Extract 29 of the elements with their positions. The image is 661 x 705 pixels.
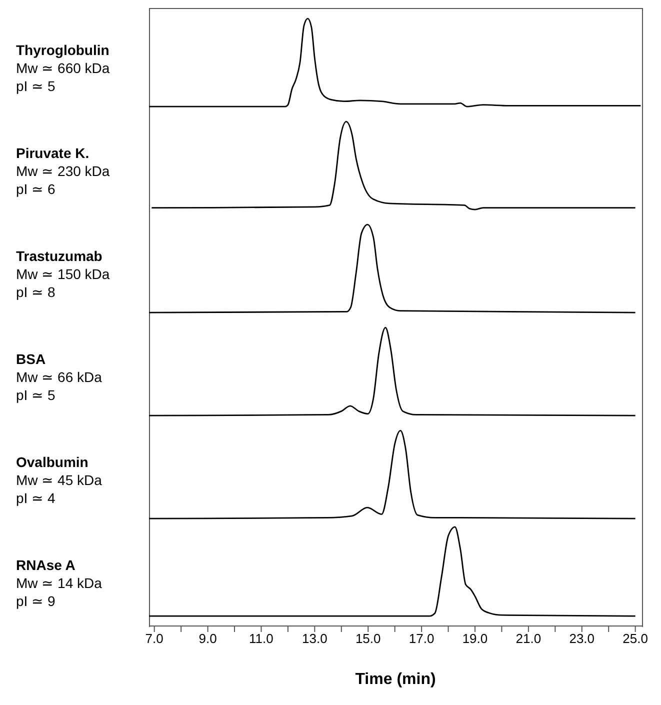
text: Trastuzumab <box>16 248 102 264</box>
text: Mw ≃ 660 kDa <box>16 60 110 76</box>
text: Thyroglobulin <box>16 42 110 58</box>
text: Mw ≃ 45 kDa <box>16 472 102 488</box>
x-tick-label: 9.0 <box>198 631 217 646</box>
text: pI ≃ 5 <box>16 387 56 403</box>
x-tick-label: 21.0 <box>516 631 542 646</box>
text: Mw ≃ 230 kDa <box>16 163 110 179</box>
x-tick-label: 15.0 <box>355 631 381 646</box>
text: Mw ≃ 14 kDa <box>16 575 102 591</box>
text: Mw ≃ 66 kDa <box>16 369 102 385</box>
text: Ovalbumin <box>16 454 88 470</box>
x-axis-title: Time (min) <box>355 671 436 688</box>
text: pI ≃ 8 <box>16 284 56 300</box>
x-tick-label: 13.0 <box>302 631 328 646</box>
x-tick-label: 19.0 <box>462 631 488 646</box>
text: pI ≃ 6 <box>16 181 56 197</box>
x-tick-label: 7.0 <box>145 631 164 646</box>
text: pI ≃ 5 <box>16 78 56 94</box>
text: BSA <box>16 351 46 367</box>
text: Piruvate K. <box>16 145 90 161</box>
text: pI ≃ 4 <box>16 490 56 506</box>
x-tick-label: 11.0 <box>249 631 274 646</box>
x-tick-label: 17.0 <box>408 631 434 646</box>
x-tick-label: 23.0 <box>569 631 595 646</box>
text: pI ≃ 9 <box>16 593 56 609</box>
x-tick-label: 25.0 <box>622 631 648 646</box>
text: RNAse A <box>16 557 76 573</box>
text: Mw ≃ 150 kDa <box>16 266 110 282</box>
